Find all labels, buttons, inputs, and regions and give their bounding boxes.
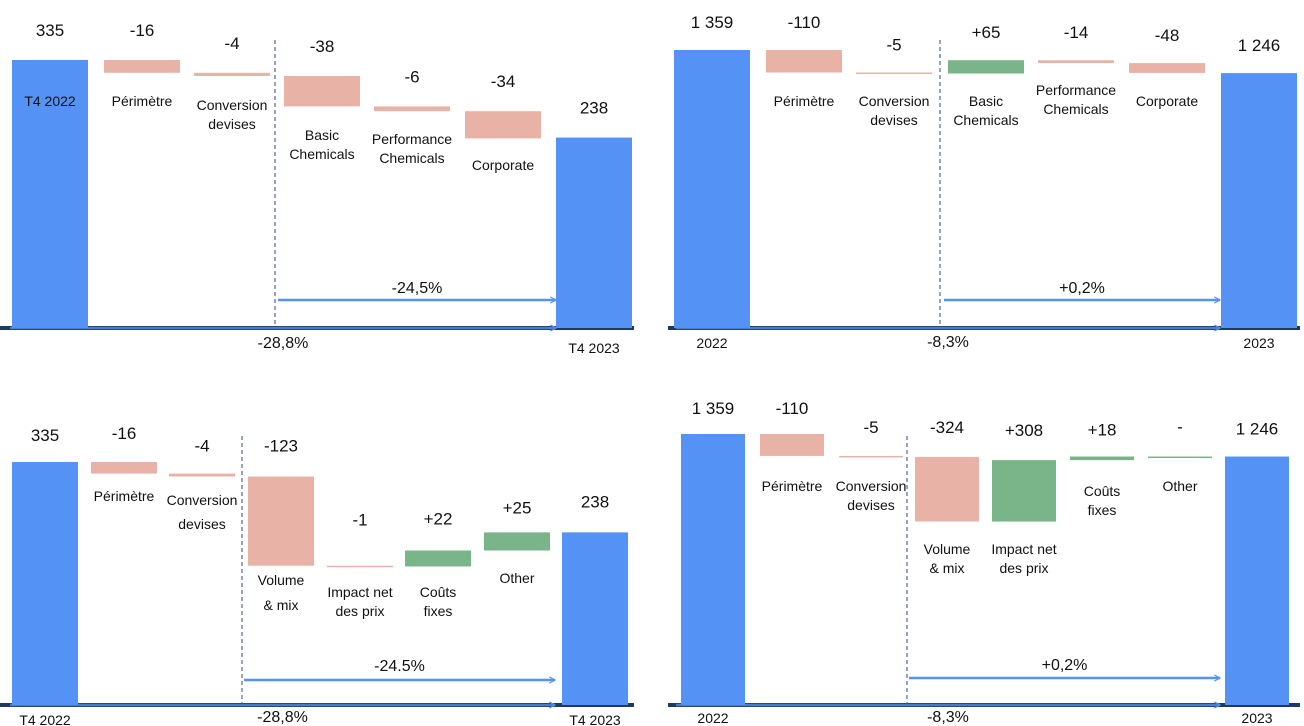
chart-2-annotation-lower: -8,3% <box>927 334 969 351</box>
chart-2-value-2023: 1 246 <box>1238 36 1281 55</box>
chart-4-value-co-ts-fixes: +18 <box>1088 421 1117 440</box>
chart-2-category-performance-chemicals: Performance Chemicals <box>1036 82 1116 117</box>
chart-1-category-p-rim-tre: Périmètre <box>112 93 173 109</box>
chart-4-annotation-upper: +0,2% <box>1042 657 1088 674</box>
chart-3-value-other: +25 <box>503 498 532 517</box>
chart-1-value-corporate: -34 <box>491 72 516 91</box>
chart-3-value-t4-2023: 238 <box>581 492 609 511</box>
chart-1-category-corporate: Corporate <box>472 157 534 173</box>
chart-2-value-p-rim-tre: -110 <box>788 13 821 32</box>
chart-3-annotation-upper: -24.5% <box>374 658 425 675</box>
chart-2-bar-2022 <box>674 50 750 328</box>
chart-4-category-impact-net-des-prix: Impact net des prix <box>991 541 1056 576</box>
chart-1-category-basic-chemicals: Basic Chemicals <box>289 127 354 162</box>
chart-4-category-p-rim-tre: Périmètre <box>762 478 823 494</box>
chart-3-category-t4-2023: T4 2023 <box>569 712 621 726</box>
chart-4-bar-volume-mix <box>915 456 979 522</box>
chart-2-value-2022: 1 359 <box>691 13 734 32</box>
chart-2-bar-2023 <box>1221 73 1297 328</box>
chart-3-category-impact-net-des-prix: Impact net des prix <box>327 584 392 619</box>
chart-3-annotation-lower: -28,8% <box>257 709 308 726</box>
chart-4-value-p-rim-tre: -110 <box>776 399 809 418</box>
chart-4-category-co-ts-fixes: Coûts fixes <box>1084 483 1121 518</box>
chart-3-category-t4-2022: T4 2022 <box>19 712 71 726</box>
chart-4-bar-p-rim-tre <box>760 434 824 456</box>
chart-3-value-conversion-devises: -4 <box>194 437 209 456</box>
chart-1-value-p-rim-tre: -16 <box>130 21 155 40</box>
chart-3-bar-co-ts-fixes <box>405 550 471 567</box>
chart-4-category-conversion-devises: Conversion devises <box>836 478 907 513</box>
chart-1-bar-p-rim-tre <box>104 60 180 73</box>
chart-4-category-2023: 2023 <box>1241 710 1272 726</box>
chart-2-category-2022: 2022 <box>696 335 727 351</box>
chart-3-bar-volume-mix <box>248 476 314 566</box>
chart-3-category-co-ts-fixes: Coûts fixes <box>420 584 457 619</box>
chart-1-category-conversion-devises: Conversion devises <box>197 97 268 132</box>
chart-2-bar-performance-chemicals <box>1038 60 1114 64</box>
chart-3-bar-p-rim-tre <box>91 462 157 474</box>
chart-1-bar-t4-2023 <box>556 137 632 328</box>
chart-2-bar-corporate <box>1129 63 1205 73</box>
chart-4-bar-impact-net-des-prix <box>992 460 1056 522</box>
chart-3-bar-t4-2023 <box>562 532 628 705</box>
chart-4-value-other: - <box>1177 418 1183 437</box>
chart-1-category-t4-2022: T4 2022 <box>24 93 76 109</box>
chart-4-value-volume-mix: -324 <box>930 418 964 437</box>
chart-2-value-performance-chemicals: -14 <box>1064 23 1089 42</box>
chart-3-bar-conversion-devises <box>169 473 235 477</box>
chart-1-value-t4-2022: 335 <box>36 21 64 40</box>
chart-3-bar-other <box>484 532 550 551</box>
chart-1-bar-conversion-devises <box>194 72 270 76</box>
chart-3-bar-t4-2022 <box>12 462 78 705</box>
chart-3-value-p-rim-tre: -16 <box>112 424 137 443</box>
chart-2-category-corporate: Corporate <box>1136 93 1198 109</box>
chart-4-category-2022: 2022 <box>697 710 728 726</box>
chart-2-value-conversion-devises: -5 <box>886 36 901 55</box>
chart-4-value-2022: 1 359 <box>692 399 735 418</box>
chart-4-bar-co-ts-fixes <box>1070 456 1134 461</box>
chart-3-value-co-ts-fixes: +22 <box>424 509 453 528</box>
chart-1-bar-basic-chemicals <box>284 76 360 107</box>
chart-1-category-performance-chemicals: Performance Chemicals <box>372 131 452 166</box>
chart-4-bar-2022 <box>681 434 745 705</box>
chart-1-value-t4-2023: 238 <box>580 99 608 118</box>
chart-2-category-p-rim-tre: Périmètre <box>774 93 835 109</box>
chart-3-bar-impact-net-des-prix <box>327 565 393 568</box>
chart-2-bar-conversion-devises <box>856 72 932 75</box>
chart-4-value-conversion-devises: -5 <box>863 418 878 437</box>
chart-4-bar-2023 <box>1225 456 1289 705</box>
chart-4-category-other: Other <box>1162 478 1197 494</box>
chart-4-bar-conversion-devises <box>839 455 903 458</box>
chart-3-category-volume-mix: Volume & mix <box>258 572 305 613</box>
chart-2-category-basic-chemicals: Basic Chemicals <box>953 93 1018 128</box>
chart-4-category-volume-mix: Volume & mix <box>924 541 971 576</box>
chart-2-value-basic-chemicals: +65 <box>972 23 1001 42</box>
chart-3-value-volume-mix: -123 <box>264 437 298 456</box>
chart-4-value-2023: 1 246 <box>1236 420 1279 439</box>
chart-1-value-conversion-devises: -4 <box>224 34 239 53</box>
chart-1-bar-performance-chemicals <box>374 106 450 112</box>
chart-4-annotation-lower: -8,3% <box>927 709 969 726</box>
chart-3-category-conversion-devises: Conversion devises <box>167 492 238 532</box>
chart-2-value-corporate: -48 <box>1155 26 1180 45</box>
chart-1-value-performance-chemicals: -6 <box>404 67 419 86</box>
chart-4-bar-other <box>1148 456 1212 459</box>
chart-2-bar-p-rim-tre <box>766 50 842 73</box>
chart-1-category-t4-2023: T4 2023 <box>568 340 620 356</box>
chart-1-value-basic-chemicals: -38 <box>310 37 335 56</box>
chart-3-value-t4-2022: 335 <box>31 426 59 445</box>
chart-2-category-2023: 2023 <box>1243 335 1274 351</box>
chart-1-bar-corporate <box>465 111 541 139</box>
chart-2-bar-basic-chemicals <box>948 60 1024 74</box>
chart-1-annotation-upper: -24,5% <box>392 280 443 297</box>
chart-3-category-other: Other <box>499 570 534 586</box>
chart-3-value-impact-net-des-prix: -1 <box>352 511 367 530</box>
chart-2-category-conversion-devises: Conversion devises <box>859 93 930 128</box>
chart-1-annotation-lower: -28,8% <box>258 335 309 352</box>
chart-3-category-p-rim-tre: Périmètre <box>94 488 155 504</box>
chart-1-bar-t4-2022 <box>12 60 88 328</box>
chart-2-annotation-upper: +0,2% <box>1059 280 1105 297</box>
chart-4-value-impact-net-des-prix: +308 <box>1005 421 1043 440</box>
